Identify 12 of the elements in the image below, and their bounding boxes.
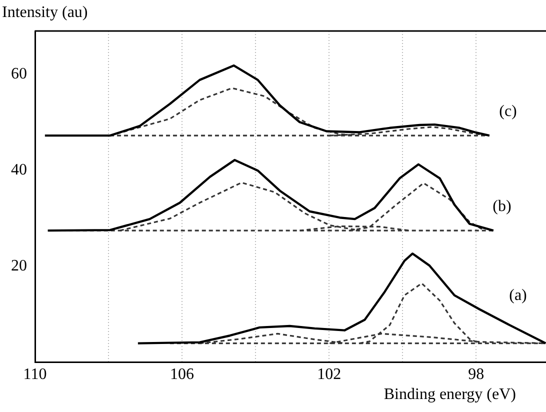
annotation: (a) (509, 287, 527, 304)
annotation: (b) (492, 198, 512, 216)
y-tick-label: 60 (11, 65, 27, 82)
x-tick-label: 110 (23, 366, 47, 383)
y-tick-label: 40 (11, 161, 27, 178)
annotation: (c) (499, 103, 517, 120)
y-axis-title: Intensity (au) (2, 4, 88, 22)
x-tick-label: 98 (468, 366, 484, 383)
y-tick-label: 20 (11, 257, 27, 274)
x-tick-label: 106 (170, 366, 194, 383)
x-axis-title: Binding energy (eV) (384, 386, 516, 404)
x-tick-label: 102 (317, 366, 342, 383)
